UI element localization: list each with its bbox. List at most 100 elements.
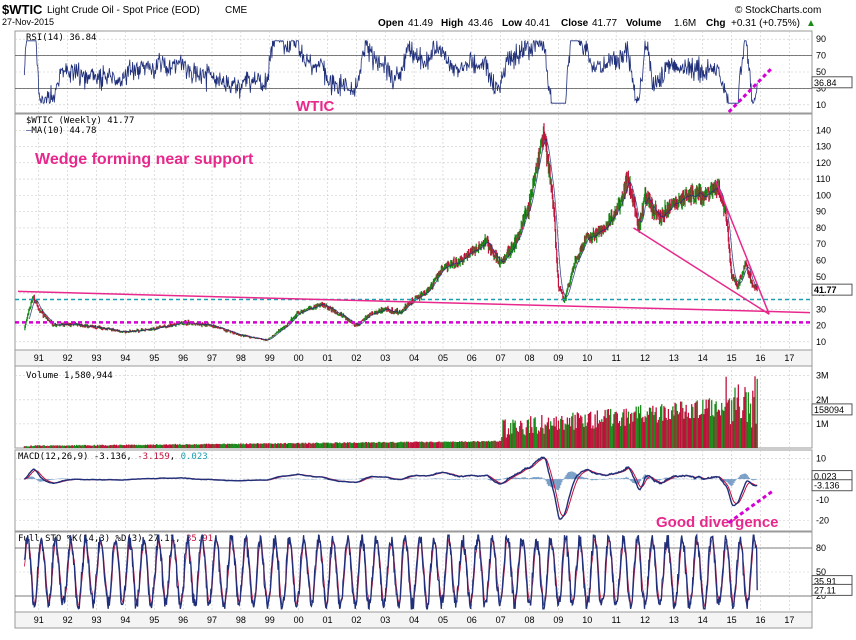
volume-bar (400, 441, 402, 448)
volume-bar (88, 445, 90, 448)
macd-histogram-bar (639, 479, 642, 481)
volume-bar (245, 443, 248, 448)
volume-bar (548, 429, 551, 448)
volume-bar (63, 445, 66, 448)
volume-bar (344, 442, 346, 448)
low-label: Low (502, 18, 522, 29)
volume-current-value: 158094 (814, 405, 844, 415)
macd-histogram-bar (32, 476, 34, 480)
wedge-upper-line (715, 180, 770, 315)
volume-bar (282, 443, 284, 448)
volume-bar (431, 441, 433, 448)
macd-tick-label: -10 (816, 495, 829, 505)
macd-histogram-bar (390, 479, 392, 480)
macd-current-value-2: -3.136 (814, 481, 840, 491)
macd-histogram-bar (594, 479, 596, 481)
volume-bar (745, 392, 747, 448)
sto-label: Full STO %K(14,3) %D(3) 27.11, 35.91 (18, 534, 213, 544)
volume-bar (695, 401, 697, 448)
volume-bar (371, 442, 373, 448)
volume-bar (483, 441, 485, 448)
volume-bar (232, 444, 234, 448)
volume-bar (403, 441, 405, 448)
macd-histogram-bar (367, 478, 370, 480)
volume-bar (291, 443, 293, 448)
volume-bar (697, 418, 700, 448)
volume-bar (300, 443, 302, 448)
volume-bar (608, 415, 611, 448)
volume-bar (518, 426, 521, 448)
macd-histogram-bar (584, 477, 586, 480)
volume-bar (703, 414, 705, 448)
high-label: High (441, 18, 463, 29)
volume-bar (726, 402, 728, 448)
x-tick-label: 10 (582, 615, 592, 625)
volume-bar (114, 445, 117, 448)
x-tick-label: 05 (438, 615, 448, 625)
volume-bar (89, 445, 91, 448)
volume-bar (412, 442, 414, 448)
volume-bar (524, 435, 526, 448)
volume-bar (735, 409, 737, 448)
macd-histogram-bar (672, 477, 674, 480)
volume-bar (563, 429, 565, 448)
volume-bar (731, 400, 733, 448)
price-tick-label: 140 (816, 125, 831, 135)
volume-bar (70, 445, 72, 448)
volume-bar (71, 444, 73, 448)
macd-histogram-bar (29, 476, 31, 480)
macd-histogram-bar (39, 479, 41, 482)
volume-bar (146, 444, 149, 448)
macd-label: MACD(12,26,9) -3.136, -3.159, 0.023 (18, 452, 208, 462)
volume-bar (588, 412, 591, 448)
volume-bar (39, 445, 41, 448)
wtic-annotation: WTIC (296, 98, 334, 115)
volume-bar (681, 401, 683, 448)
volume-bar (666, 419, 668, 448)
volume-bar (121, 444, 123, 448)
volume-bar (374, 442, 376, 448)
volume-bar (712, 415, 714, 448)
macd-histogram-bar (614, 478, 616, 480)
volume-bar (23, 446, 26, 448)
volume-bar (674, 402, 676, 448)
macd-histogram-bar (664, 477, 666, 480)
volume-bar (675, 403, 677, 448)
macd-current-value-1: 0.023 (814, 472, 837, 482)
volume-bar (350, 442, 352, 448)
volume-bar (158, 445, 160, 448)
macd-histogram-bar (674, 478, 676, 480)
sto-tick-label: 20 (816, 591, 826, 601)
volume-bar (242, 443, 244, 448)
volume-bar (75, 444, 78, 448)
x-tick-label: 95 (149, 353, 159, 363)
volume-bar (590, 411, 592, 448)
volume-bar (302, 442, 304, 448)
volume-bar (194, 444, 197, 448)
volume-bar (612, 423, 614, 448)
volume-bar (329, 443, 331, 448)
macd-histogram-bar (548, 479, 551, 486)
x-tick-label: 92 (63, 615, 73, 625)
volume-bar (393, 442, 395, 448)
volume-bar (621, 417, 623, 448)
volume-bar (377, 441, 380, 448)
volume-bar (626, 417, 628, 448)
close-value: 41.77 (592, 18, 617, 29)
volume-bar (385, 442, 388, 448)
volume-bar (426, 441, 429, 448)
volume-bar (208, 443, 210, 448)
x-tick-label: 15 (727, 615, 737, 625)
volume-bar (342, 442, 344, 448)
volume-bar (215, 443, 218, 448)
volume-bar (204, 444, 207, 448)
volume-bar (672, 406, 674, 448)
macd-histogram-bar (568, 471, 571, 480)
volume-bar (603, 416, 605, 448)
volume-bar (356, 442, 359, 448)
volume-bar (715, 401, 717, 448)
macd-histogram-bar (623, 477, 625, 480)
volume-bar (602, 421, 604, 448)
x-tick-label: 98 (236, 615, 246, 625)
volume-bar (324, 442, 326, 448)
